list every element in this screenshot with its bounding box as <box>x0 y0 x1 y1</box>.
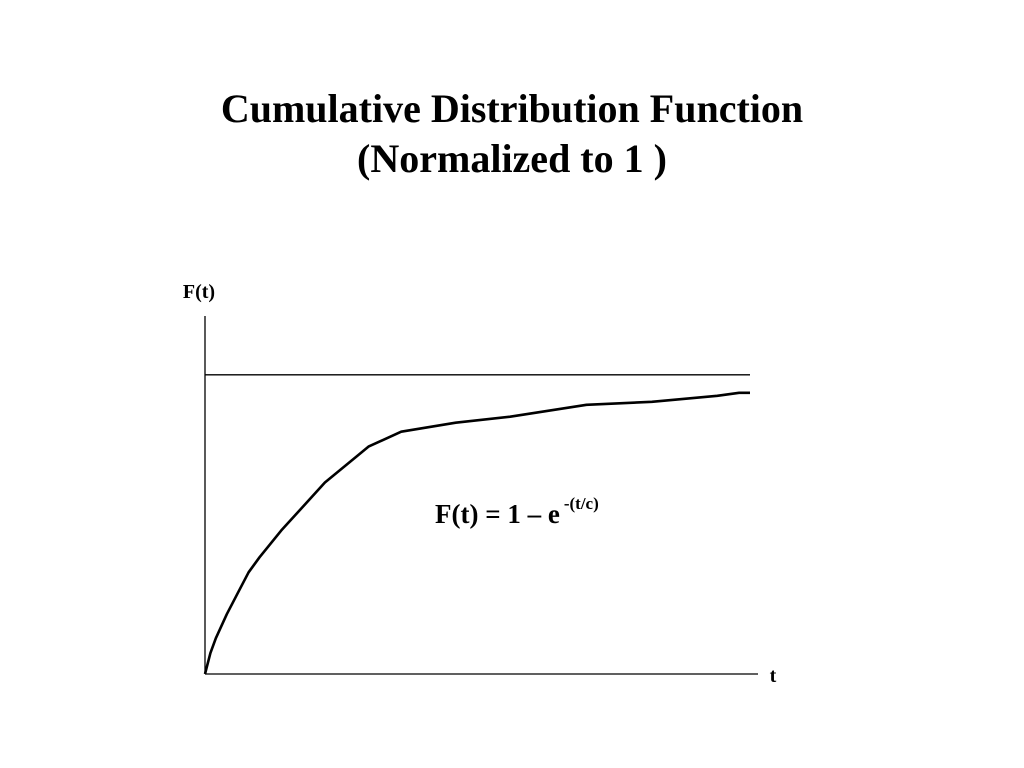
cdf-curve <box>203 391 750 675</box>
cdf-formula: F(t) = 1 – e -(t/c) <box>435 494 599 530</box>
y-axis-label: F(t) <box>183 281 215 303</box>
formula-exponent: -(t/c) <box>563 494 599 513</box>
slide-title: Cumulative Distribution Function (Normal… <box>0 84 1024 184</box>
title-line-1: Cumulative Distribution Function <box>220 86 804 131</box>
title-line-2: (Normalized to 1 ) <box>357 136 667 181</box>
formula-main: F(t) = 1 – e <box>435 499 560 529</box>
x-axis-label: t <box>770 665 777 687</box>
